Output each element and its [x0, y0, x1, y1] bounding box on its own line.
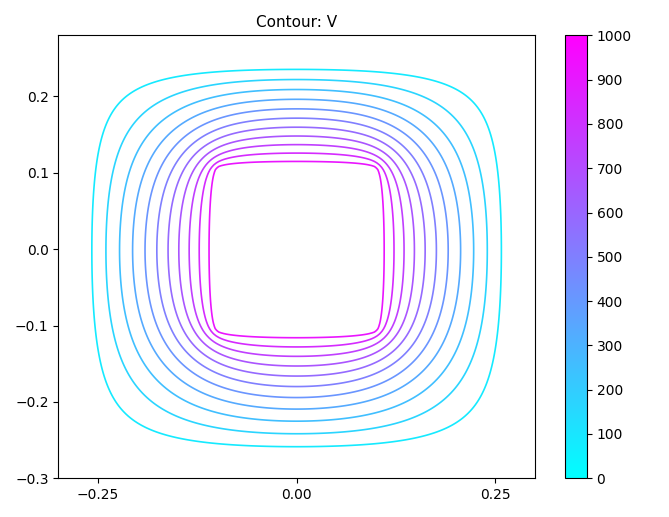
Title: Contour: V: Contour: V [256, 15, 337, 30]
